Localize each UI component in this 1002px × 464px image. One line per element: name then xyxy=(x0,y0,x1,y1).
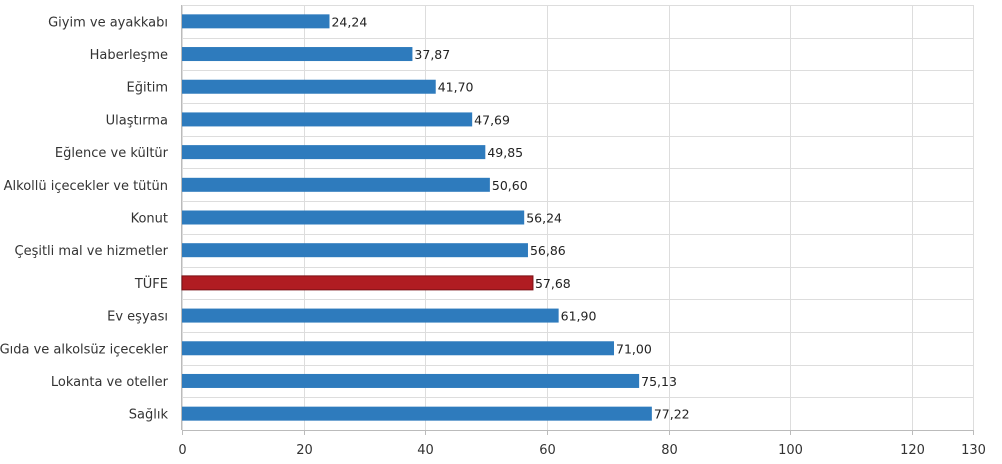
data-label: 24,24 xyxy=(331,14,367,29)
bar xyxy=(181,275,534,291)
data-label: 77,22 xyxy=(654,407,690,422)
data-label: 56,24 xyxy=(526,211,562,226)
x-tick-label: 100 xyxy=(778,443,803,458)
data-label: 37,87 xyxy=(414,47,450,62)
bar xyxy=(182,308,559,323)
category-label: Çeşitli mal ve hizmetler xyxy=(15,244,169,259)
x-tick-label: 40 xyxy=(417,443,434,458)
bar xyxy=(182,145,486,160)
data-label: 61,90 xyxy=(561,309,597,324)
x-tick-label: 120 xyxy=(900,443,925,458)
data-label: 49,85 xyxy=(487,145,523,160)
data-label: 50,60 xyxy=(492,178,528,193)
bar xyxy=(182,177,490,192)
category-label: Lokanta ve oteller xyxy=(51,375,169,390)
bar xyxy=(182,210,525,225)
x-tick-label: 80 xyxy=(661,443,678,458)
bar xyxy=(182,341,615,356)
x-tick-label: 0 xyxy=(178,443,186,458)
x-tick-label: 130 xyxy=(961,443,986,458)
bar xyxy=(182,47,413,62)
bar xyxy=(182,14,330,29)
x-tick-label: 60 xyxy=(539,443,556,458)
data-label: 71,00 xyxy=(616,341,652,356)
category-label: Gıda ve alkolsüz içecekler xyxy=(0,342,169,357)
category-label: Konut xyxy=(131,212,168,227)
bar xyxy=(182,373,640,388)
category-label: TÜFE xyxy=(134,275,168,292)
data-label: 57,68 xyxy=(535,276,571,291)
data-label: 47,69 xyxy=(474,112,510,127)
x-tick-label: 20 xyxy=(296,443,313,458)
category-label: Alkollü içecekler ve tütün xyxy=(4,179,168,194)
category-label: Haberleşme xyxy=(90,48,168,63)
category-label: Eğlence ve kültür xyxy=(55,146,169,161)
bar xyxy=(182,243,528,258)
category-label: Eğitim xyxy=(127,81,168,96)
category-label: Giyim ve ayakkabı xyxy=(48,15,168,30)
category-label: Sağlık xyxy=(129,408,169,423)
bar xyxy=(182,79,436,94)
category-label: Ulaştırma xyxy=(106,113,168,128)
data-label: 56,86 xyxy=(530,243,566,258)
bar xyxy=(182,112,473,127)
bar xyxy=(182,406,652,421)
data-label: 41,70 xyxy=(438,80,474,95)
category-label: Ev eşyası xyxy=(107,310,168,325)
data-label: 75,13 xyxy=(641,374,677,389)
